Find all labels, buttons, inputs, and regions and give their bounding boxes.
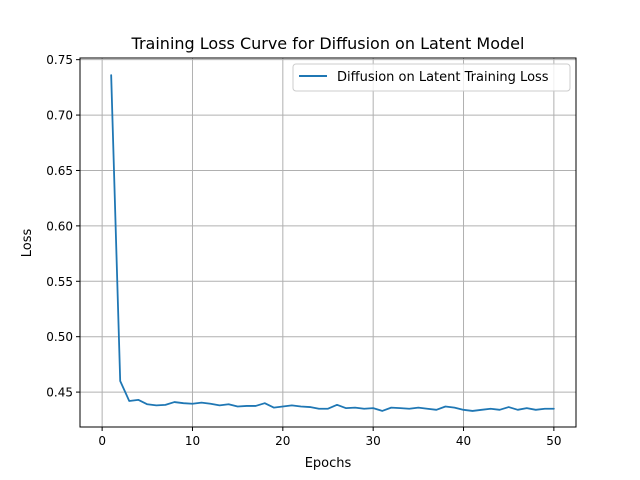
chart-title: Training Loss Curve for Diffusion on Lat… <box>131 34 525 53</box>
y-tick-label: 0.50 <box>46 330 73 344</box>
legend-label: Diffusion on Latent Training Loss <box>337 70 549 85</box>
x-tick-label: 40 <box>456 434 471 448</box>
x-tick-label: 30 <box>366 434 381 448</box>
y-tick-label: 0.55 <box>46 275 73 289</box>
legend: Diffusion on Latent Training Loss <box>292 63 571 92</box>
legend-box <box>292 63 571 92</box>
y-tick-label: 0.65 <box>46 164 73 178</box>
plot-frame <box>79 57 577 428</box>
y-tick-label: 0.70 <box>46 109 73 123</box>
y-tick-label: 0.75 <box>46 53 73 67</box>
x-tick-label: 0 <box>98 434 106 448</box>
series-layer <box>110 74 555 412</box>
y-axis-label: Loss <box>20 229 35 258</box>
x-axis-label: Epochs <box>305 456 352 471</box>
grid <box>80 58 576 427</box>
x-tick-label: 50 <box>546 434 561 448</box>
y-tick-label: 0.45 <box>46 386 73 400</box>
x-tick-label: 20 <box>275 434 290 448</box>
y-tick-label: 0.60 <box>46 219 73 233</box>
x-tick-label: 10 <box>185 434 200 448</box>
series-line <box>110 74 555 412</box>
axis-ticks: 0 10 20 30 40 50 0.45 0.50 0.55 0.60 0.65 0.70 0.75 <box>46 53 561 448</box>
